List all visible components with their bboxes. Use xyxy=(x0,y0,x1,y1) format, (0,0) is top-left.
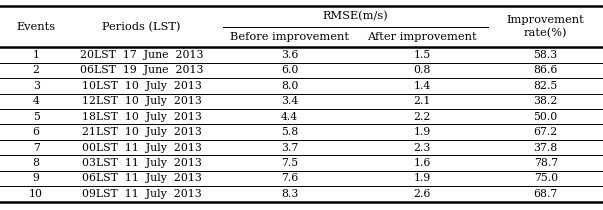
Text: 09LST  11  July  2013: 09LST 11 July 2013 xyxy=(82,189,201,199)
Text: 58.3: 58.3 xyxy=(534,50,558,60)
Text: 00LST  11  July  2013: 00LST 11 July 2013 xyxy=(82,143,201,153)
Text: 2.6: 2.6 xyxy=(414,189,431,199)
Text: 86.6: 86.6 xyxy=(534,66,558,75)
Text: 21LST  10  July  2013: 21LST 10 July 2013 xyxy=(82,127,201,137)
Text: 1: 1 xyxy=(33,50,40,60)
Text: 50.0: 50.0 xyxy=(534,112,558,122)
Text: 6.0: 6.0 xyxy=(281,66,298,75)
Text: 1.9: 1.9 xyxy=(414,127,431,137)
Text: 5: 5 xyxy=(33,112,40,122)
Text: 67.2: 67.2 xyxy=(534,127,558,137)
Text: 7.6: 7.6 xyxy=(281,173,298,184)
Text: 4.4: 4.4 xyxy=(281,112,298,122)
Text: 12LST  10  July  2013: 12LST 10 July 2013 xyxy=(82,96,201,106)
Text: 8.0: 8.0 xyxy=(281,81,298,91)
Text: 78.7: 78.7 xyxy=(534,158,558,168)
Text: After improvement: After improvement xyxy=(367,32,477,42)
Text: Events: Events xyxy=(17,22,55,32)
Text: 1.4: 1.4 xyxy=(414,81,431,91)
Text: 06LST  11  July  2013: 06LST 11 July 2013 xyxy=(82,173,201,184)
Text: 37.8: 37.8 xyxy=(534,143,558,153)
Text: RMSE(m/s): RMSE(m/s) xyxy=(323,11,389,22)
Text: 1.6: 1.6 xyxy=(414,158,431,168)
Text: 8.3: 8.3 xyxy=(281,189,298,199)
Text: 9: 9 xyxy=(33,173,40,184)
Text: 3.7: 3.7 xyxy=(281,143,298,153)
Text: 3: 3 xyxy=(33,81,40,91)
Text: 10LST  10  July  2013: 10LST 10 July 2013 xyxy=(82,81,201,91)
Text: 6: 6 xyxy=(33,127,40,137)
Text: 8: 8 xyxy=(33,158,40,168)
Text: 3.6: 3.6 xyxy=(281,50,298,60)
Text: 06LST  19  June  2013: 06LST 19 June 2013 xyxy=(80,66,203,75)
Text: 68.7: 68.7 xyxy=(534,189,558,199)
Text: 2: 2 xyxy=(33,66,40,75)
Text: 7: 7 xyxy=(33,143,40,153)
Text: 0.8: 0.8 xyxy=(414,66,431,75)
Text: 82.5: 82.5 xyxy=(534,81,558,91)
Text: 10: 10 xyxy=(29,189,43,199)
Text: 7.5: 7.5 xyxy=(281,158,298,168)
Text: 20LST  17  June  2013: 20LST 17 June 2013 xyxy=(80,50,203,60)
Text: 18LST  10  July  2013: 18LST 10 July 2013 xyxy=(82,112,201,122)
Text: 1.5: 1.5 xyxy=(414,50,431,60)
Text: Periods (LST): Periods (LST) xyxy=(103,22,181,32)
Text: Improvement
rate(%): Improvement rate(%) xyxy=(507,15,584,39)
Text: 75.0: 75.0 xyxy=(534,173,558,184)
Text: 2.2: 2.2 xyxy=(414,112,431,122)
Text: 03LST  11  July  2013: 03LST 11 July 2013 xyxy=(82,158,201,168)
Text: 2.1: 2.1 xyxy=(414,96,431,106)
Text: 5.8: 5.8 xyxy=(281,127,298,137)
Text: Before improvement: Before improvement xyxy=(230,32,349,42)
Text: 3.4: 3.4 xyxy=(281,96,298,106)
Text: 2.3: 2.3 xyxy=(414,143,431,153)
Text: 38.2: 38.2 xyxy=(534,96,558,106)
Text: 4: 4 xyxy=(33,96,40,106)
Text: 1.9: 1.9 xyxy=(414,173,431,184)
